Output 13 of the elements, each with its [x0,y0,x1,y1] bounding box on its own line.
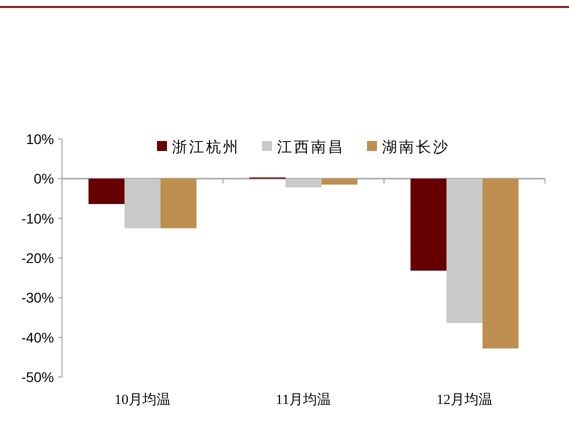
y-tick-label: -40% [21,329,54,346]
legend-label: 浙江杭州 [172,139,240,156]
x-tick-label: 11月均温 [276,392,332,408]
x-tick-label: 12月均温 [436,392,492,408]
y-tick-label: -20% [21,250,54,266]
y-tick-label: 0% [34,170,54,187]
y-tick-label: 10% [26,131,54,147]
y-tick-label: -30% [21,290,54,306]
x-tick-label: 10月均温 [114,392,170,408]
legend-label: 湖南长沙 [382,139,450,156]
legend-label: 江西南昌 [277,139,345,156]
y-tick-label: -50% [21,369,54,385]
y-tick-label: -10% [21,210,54,226]
